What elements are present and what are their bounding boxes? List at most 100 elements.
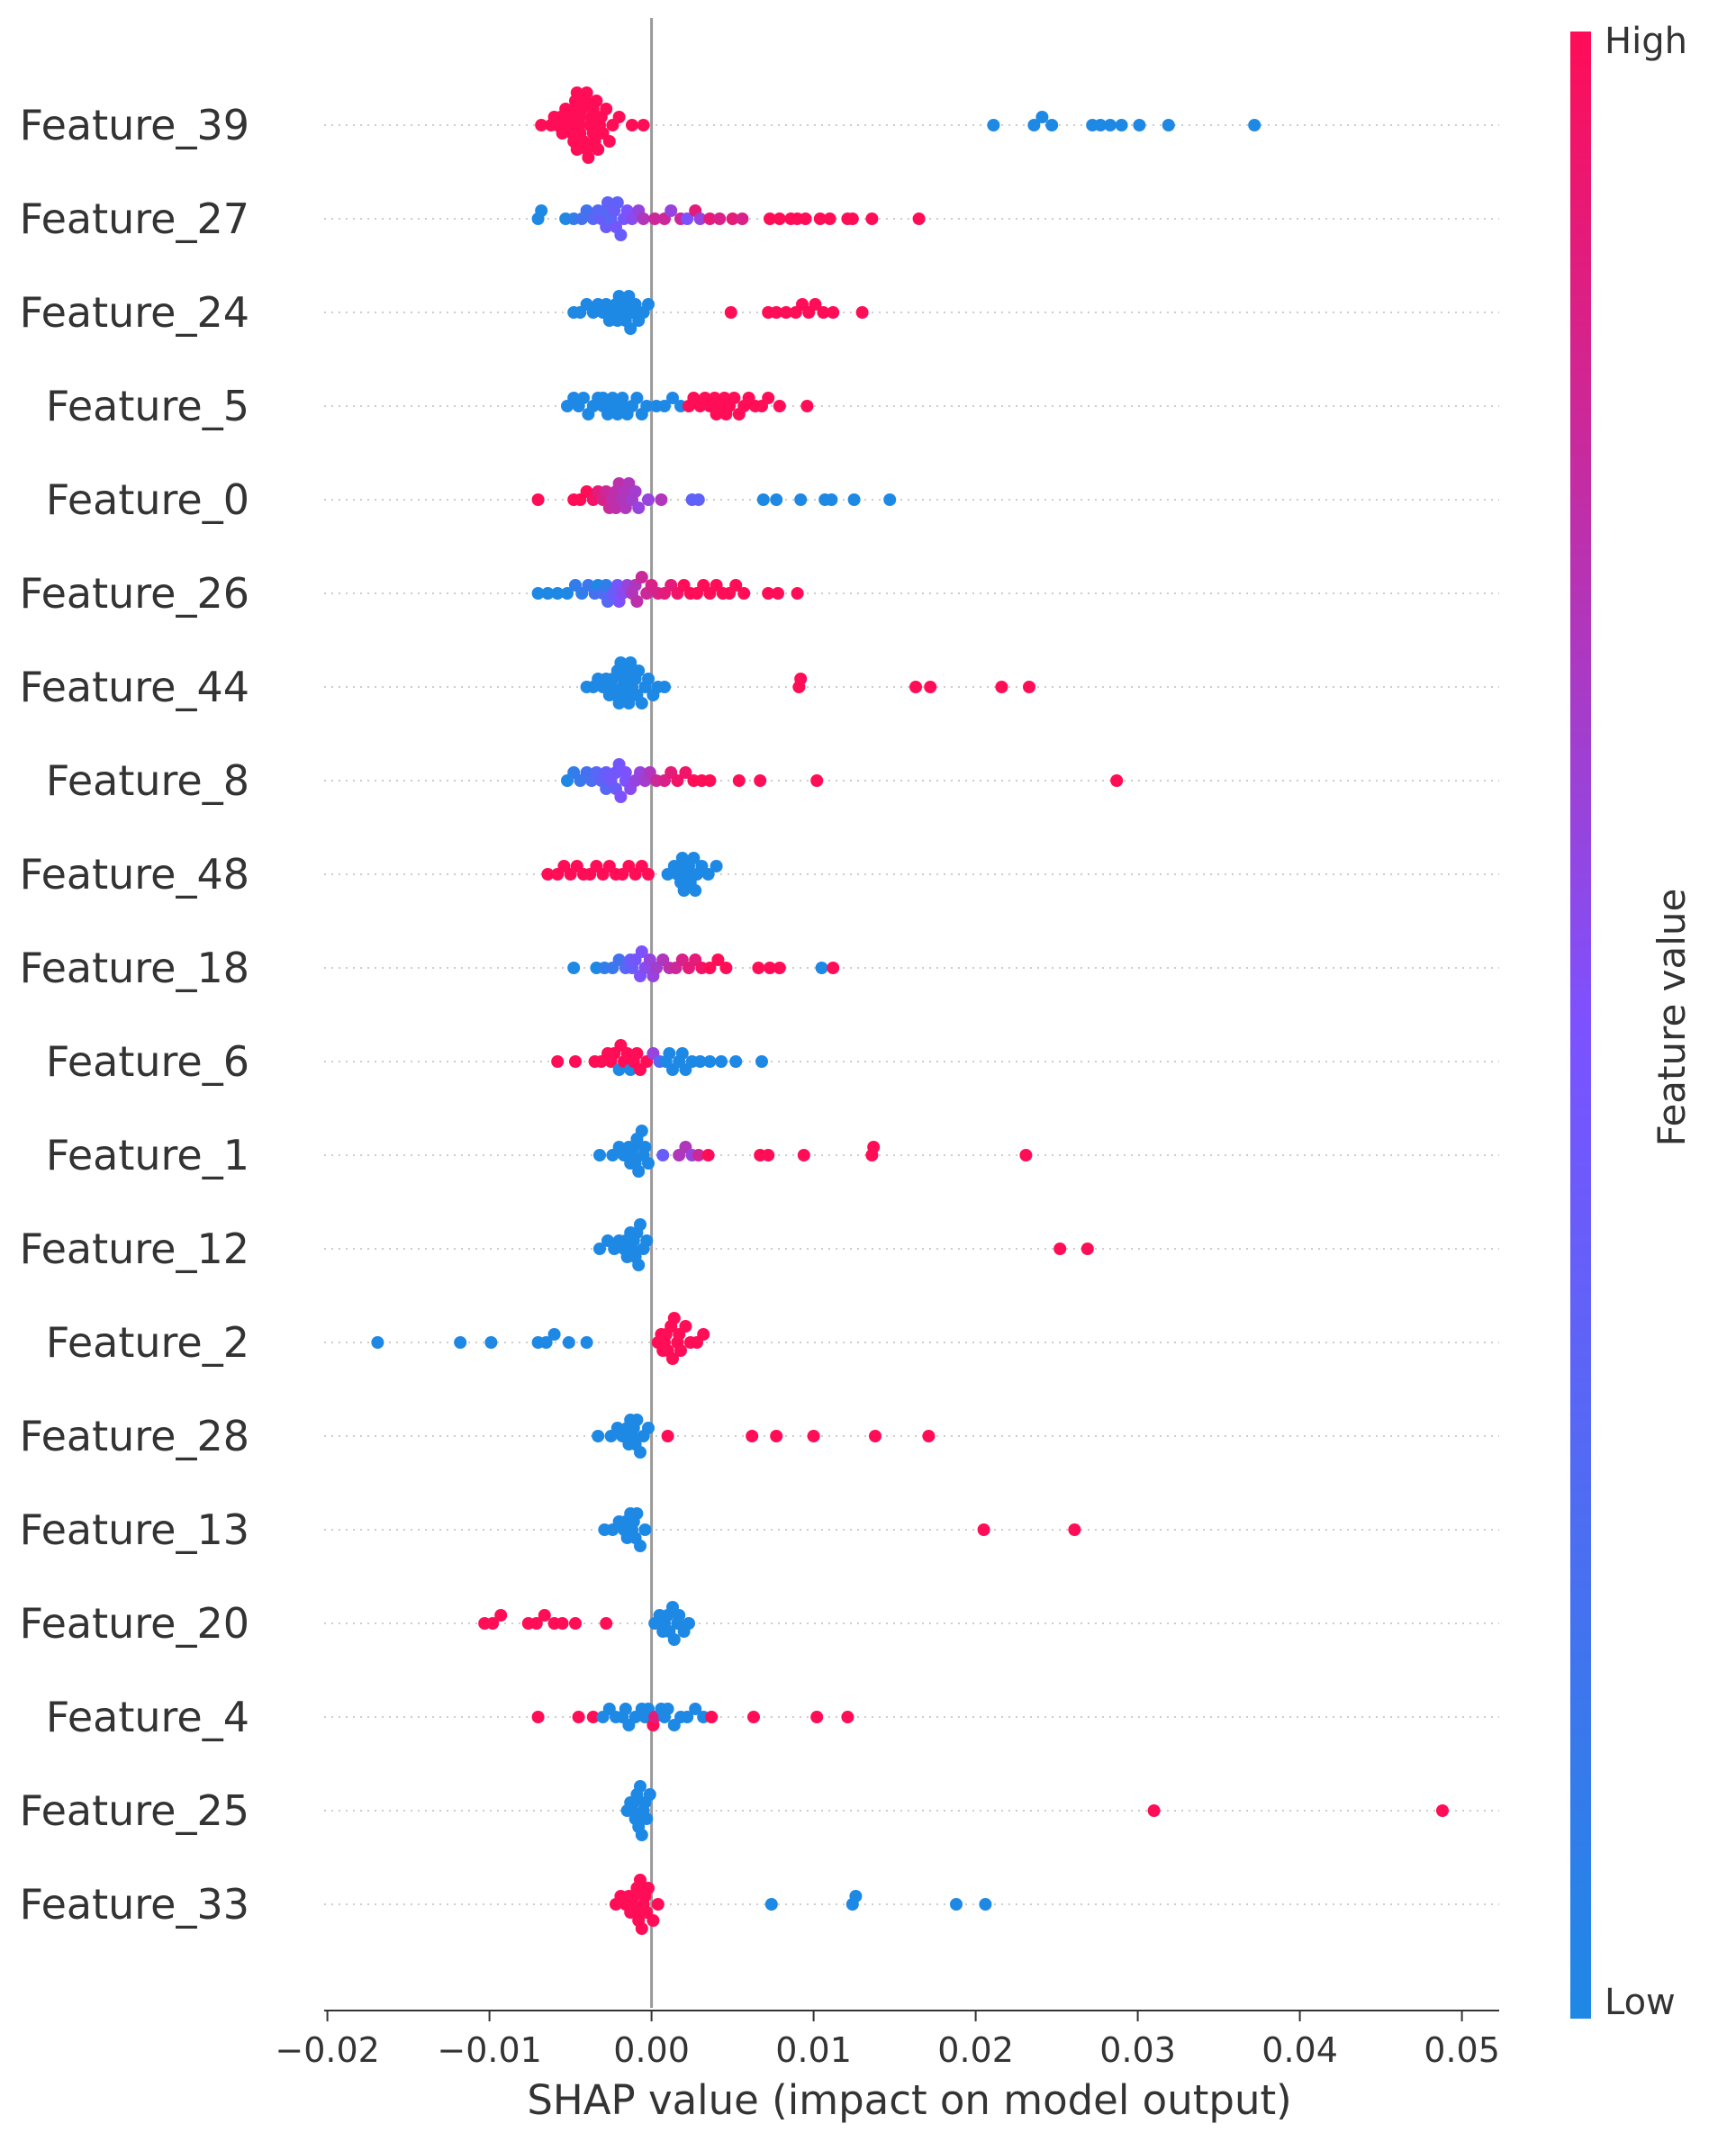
shap-point xyxy=(754,774,767,787)
shap-point xyxy=(1162,119,1175,131)
x-tick-label: −0.02 xyxy=(275,2030,379,2070)
shap-point xyxy=(1019,1149,1033,1161)
feature-label: Feature_44 xyxy=(20,663,249,711)
shap-point xyxy=(602,135,616,148)
feature-label: Feature_26 xyxy=(20,569,249,618)
shap-point xyxy=(586,1711,600,1723)
shap-point xyxy=(687,852,701,864)
shap-point xyxy=(791,587,804,600)
feature-label: Feature_33 xyxy=(20,1880,249,1929)
feature-label: Feature_4 xyxy=(46,1693,249,1741)
shap-point xyxy=(1094,119,1108,131)
shap-point xyxy=(667,1312,681,1324)
shap-point xyxy=(551,1055,565,1068)
shap-point xyxy=(797,1149,810,1161)
shap-point xyxy=(630,392,644,404)
shap-point xyxy=(556,1617,569,1630)
shap-point xyxy=(755,1055,768,1068)
shap-point xyxy=(580,1336,593,1349)
shap-point xyxy=(770,306,783,319)
shap-point xyxy=(619,1703,632,1715)
feature-label: Feature_5 xyxy=(46,382,249,430)
shap-point xyxy=(827,962,840,974)
feature-label: Feature_48 xyxy=(20,850,249,899)
shap-point xyxy=(1115,119,1128,131)
shap-point xyxy=(724,306,737,319)
colorbar-high-label: High xyxy=(1605,21,1687,62)
shap-point xyxy=(539,1336,553,1349)
shap-point xyxy=(658,400,671,412)
shap-point xyxy=(624,322,637,335)
shap-point xyxy=(815,962,828,974)
feature-label: Feature_6 xyxy=(46,1037,249,1086)
shap-point xyxy=(703,1055,717,1068)
shap-point xyxy=(770,1430,783,1442)
shap-point xyxy=(569,1617,582,1630)
shap-point xyxy=(736,212,749,225)
shap-point xyxy=(909,681,922,693)
shap-point xyxy=(580,86,593,99)
shap-point xyxy=(701,1149,715,1161)
shap-point xyxy=(869,1430,882,1442)
shap-point xyxy=(764,212,776,225)
beeswarm-points xyxy=(371,86,1449,1935)
feature-label: Feature_1 xyxy=(46,1131,249,1179)
shap-point xyxy=(1110,774,1124,787)
shap-point xyxy=(642,493,655,506)
shap-point xyxy=(977,1523,990,1536)
shap-point xyxy=(689,1703,702,1715)
row-guide-lines xyxy=(324,124,1499,1905)
shap-point xyxy=(562,1336,575,1349)
shap-point xyxy=(572,1711,585,1723)
feature-label: Feature_27 xyxy=(20,194,249,243)
x-axis: −0.02 −0.01 0.00 0.01 0.02 0.03 0.04 0.05 xyxy=(275,2010,1500,2070)
shap-point xyxy=(638,1523,652,1536)
shap-point xyxy=(600,103,613,115)
shap-point xyxy=(867,1141,881,1153)
shap-point xyxy=(535,204,548,217)
shap-point xyxy=(1035,111,1049,123)
shap-point xyxy=(494,1609,508,1622)
shap-point xyxy=(371,1336,384,1349)
shap-point xyxy=(865,212,879,225)
shap-point xyxy=(1133,119,1146,131)
shap-point xyxy=(569,1055,582,1068)
shap-point xyxy=(661,1703,674,1715)
shap-point xyxy=(729,579,743,592)
shap-point xyxy=(630,595,644,608)
shap-point xyxy=(1053,1243,1067,1255)
shap-point xyxy=(809,298,822,311)
shap-point xyxy=(703,774,717,787)
shap-point xyxy=(640,1812,654,1825)
feature-label: Feature_28 xyxy=(20,1412,249,1460)
shap-point xyxy=(642,1157,655,1170)
feature-label: Feature_25 xyxy=(20,1786,249,1835)
shap-point xyxy=(531,587,545,600)
shap-point xyxy=(632,502,646,514)
shap-point xyxy=(628,485,642,498)
shap-point xyxy=(762,392,775,404)
shap-point xyxy=(628,298,642,311)
shap-point xyxy=(637,119,650,131)
shap-point xyxy=(855,306,869,319)
shap-point xyxy=(635,945,648,958)
shap-point xyxy=(529,1617,543,1630)
shap-point xyxy=(619,766,632,779)
shap-point xyxy=(642,1422,655,1434)
shap-point xyxy=(827,306,840,319)
shap-point xyxy=(593,1243,606,1255)
feature-label: Feature_13 xyxy=(20,1505,249,1554)
shap-point xyxy=(679,1320,692,1333)
shap-point xyxy=(883,493,897,506)
shap-point xyxy=(614,791,628,803)
shap-point xyxy=(1045,119,1059,131)
shap-point xyxy=(689,884,702,897)
shap-point xyxy=(596,392,610,404)
shap-point xyxy=(612,111,626,123)
feature-label: Feature_2 xyxy=(46,1318,249,1367)
shap-point xyxy=(570,86,583,99)
shap-point xyxy=(638,1141,652,1153)
shap-point xyxy=(646,1914,660,1927)
shap-point xyxy=(634,1540,646,1552)
shap-point xyxy=(1104,119,1117,131)
